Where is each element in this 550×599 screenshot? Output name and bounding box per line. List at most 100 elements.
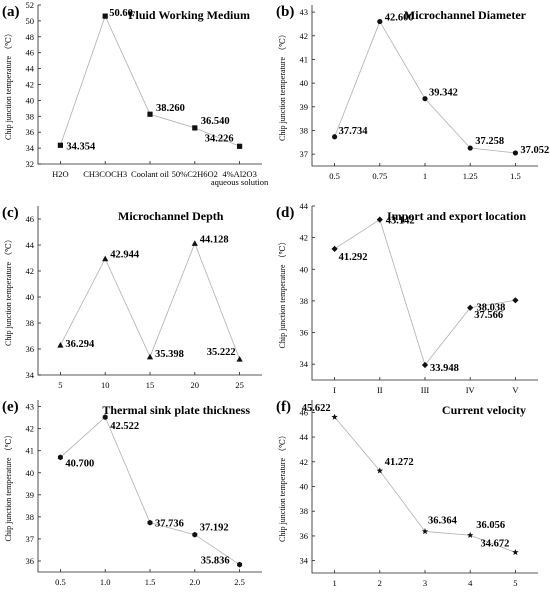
y-tick-label: 37 — [26, 534, 35, 544]
data-label: 35.398 — [155, 349, 184, 360]
y-tick-label: 38 — [300, 125, 309, 135]
data-point — [377, 18, 383, 25]
series-line — [334, 218, 516, 366]
y-axis-label: Chip junction temperature （℃） — [278, 238, 287, 349]
x-tick-label: I — [333, 385, 336, 395]
panel-title: Thermal sink plate thickness — [102, 403, 250, 417]
x-tick-label: CH3COCH3 — [83, 169, 127, 179]
panel-title: Microchannel Diameter — [404, 8, 527, 22]
y-tick-label: 42 — [300, 233, 309, 243]
data-point — [102, 414, 108, 421]
y-axis-label: Chip junction temperature （℃） — [278, 30, 287, 141]
data-label: 45.622 — [302, 403, 331, 414]
data-label: 35.836 — [201, 556, 230, 567]
y-tick-label: 41 — [300, 54, 309, 64]
data-label: 41.272 — [385, 457, 414, 468]
y-tick-label: 38 — [26, 512, 35, 522]
panel-letter: (c) — [2, 205, 19, 221]
x-tick-label: 1.5 — [510, 171, 521, 181]
data-label: 50.60 — [109, 8, 133, 19]
data-point — [421, 361, 429, 369]
data-point — [467, 304, 474, 311]
data-label: 38.260 — [156, 103, 185, 114]
y-tick-label: 32 — [26, 159, 35, 169]
data-point — [512, 297, 519, 304]
data-point — [421, 528, 429, 535]
y-tick-label: 36 — [26, 556, 35, 566]
axis-frame — [311, 400, 538, 574]
data-point — [512, 548, 519, 556]
data-label: 37.736 — [155, 519, 184, 530]
x-tick-label: 10 — [101, 380, 110, 390]
data-label: 37.566 — [474, 310, 503, 321]
x-tick-label: 0.5 — [329, 171, 340, 181]
y-tick-label: 46 — [26, 48, 35, 58]
x-tick-label: V — [512, 385, 519, 395]
data-label: 35.222 — [207, 347, 236, 358]
y-tick-label: 40 — [300, 482, 309, 492]
data-point — [102, 255, 109, 262]
y-tick-label: 42 — [26, 80, 35, 90]
y-axis-label: Chip junction temperature （℃） — [4, 235, 13, 346]
panel-letter: (d) — [276, 205, 294, 221]
data-label: 36.364 — [428, 515, 458, 526]
data-label: 36.294 — [65, 339, 95, 350]
data-point — [331, 413, 338, 420]
y-tick-label: 46 — [26, 214, 35, 224]
data-label: 33.948 — [430, 363, 459, 374]
x-tick-label: 2.0 — [189, 577, 200, 587]
y-tick-label: 50 — [26, 16, 35, 26]
x-tick-label: IV — [466, 385, 476, 395]
x-tick-label: 0.5 — [55, 577, 66, 587]
y-tick-label: 44 — [300, 201, 309, 211]
data-point — [192, 531, 198, 538]
data-point — [422, 96, 428, 102]
x-tick-label: 0.75 — [372, 171, 387, 181]
y-tick-label: 34 — [300, 556, 309, 566]
data-label: 36.540 — [201, 116, 230, 127]
y-tick-label: 38 — [300, 296, 309, 306]
y-tick-label: 46 — [300, 407, 309, 417]
y-tick-label: 44 — [26, 240, 35, 250]
x-tick-label: 3 — [423, 578, 427, 588]
y-tick-label: 40 — [26, 292, 35, 302]
y-tick-label: 42 — [26, 424, 35, 434]
data-point — [147, 519, 153, 526]
data-point — [331, 245, 338, 252]
chart-panel-1: 32 34 36 38 40 42 44 46 48 50 52 H2O CH3COCH3 Coolant… — [2, 0, 269, 187]
data-label: 42.944 — [110, 250, 140, 261]
x-tick-label: 1.25 — [463, 171, 478, 181]
y-tick-label: 34 — [300, 359, 309, 369]
y-tick-label: 36 — [26, 127, 35, 137]
x-tick-label: aqueous solution — [211, 177, 269, 187]
chart-panel-2: 37 38 39 40 41 42 43 0.5 0.75 1 1.25 1.5 Chip juncti… — [276, 4, 549, 181]
axis-frame — [311, 5, 538, 167]
y-tick-label: 44 — [26, 64, 35, 74]
panel-letter: (f) — [276, 399, 291, 415]
axis-frame — [311, 206, 538, 381]
x-tick-label: II — [377, 385, 383, 395]
y-tick-label: 42 — [300, 457, 309, 467]
axis-frame — [37, 400, 262, 573]
y-tick-label: 42 — [300, 31, 309, 41]
x-tick-label: 5 — [513, 578, 517, 588]
y-axis-label: Chip junction temperature （℃） — [278, 431, 287, 542]
y-tick-label: 38 — [26, 111, 35, 121]
data-point — [57, 342, 64, 348]
y-tick-label: 39 — [26, 490, 35, 500]
data-label: 44.128 — [200, 234, 229, 245]
data-point — [57, 454, 63, 461]
data-point — [102, 13, 108, 19]
panel-letter: (e) — [2, 399, 19, 415]
x-tick-label: 2 — [378, 578, 382, 588]
data-label: 42.600 — [385, 13, 414, 24]
y-tick-label: 44 — [300, 432, 309, 442]
y-tick-label: 36 — [300, 328, 309, 338]
y-tick-label: 36 — [300, 531, 309, 541]
x-tick-label: 5 — [58, 380, 62, 390]
panel-letter: (a) — [2, 4, 20, 20]
x-tick-label: 50%C2H6O2 — [172, 169, 218, 179]
